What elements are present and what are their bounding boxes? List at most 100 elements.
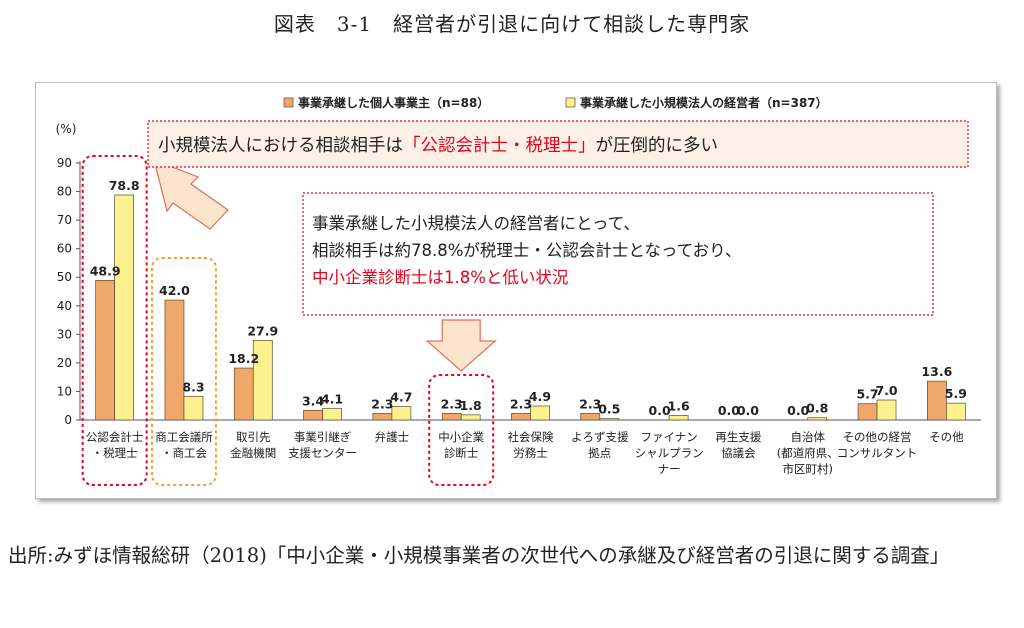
y-tick-label: 10 — [57, 384, 72, 398]
x-tick-label: 労務士 — [513, 446, 548, 460]
x-tick-label: ・商工会 — [161, 446, 207, 460]
data-label: 0.0 — [649, 403, 671, 418]
x-tick-label: 診断士 — [444, 446, 479, 460]
data-label: 4.9 — [529, 389, 551, 404]
data-label: 0.0 — [718, 403, 740, 418]
data-label: 0.8 — [806, 401, 828, 416]
callout-top-box — [147, 120, 969, 168]
legend-swatch-series1 — [283, 97, 294, 108]
bar — [530, 405, 550, 421]
y-tick-label: 30 — [57, 327, 72, 341]
bar — [807, 417, 828, 421]
data-labels: 48.978.842.08.318.227.93.44.1 2.34.7 2.31.… — [90, 178, 967, 418]
bar-chart: 0 10 20 30 40 50 60 70 80 90 (%) 48.9 78.8 42.0 8.3 18… — [56, 95, 981, 486]
bar — [511, 413, 531, 421]
highlight-boxes — [81, 155, 495, 486]
data-label: 1.8 — [460, 398, 482, 413]
data-label: 48.9 — [90, 263, 121, 278]
x-tick-label: 商工会議所 — [155, 430, 213, 444]
highlight-box-chamber — [150, 257, 217, 486]
callout-top-prefix: 小規模法人における相談相手は — [158, 136, 403, 156]
data-label: 7.0 — [875, 383, 897, 398]
y-tick-label: 0 — [64, 413, 72, 427]
bar — [95, 280, 116, 421]
bar — [114, 194, 135, 421]
x-tick-label: ナー — [658, 462, 681, 476]
x-tick-label: 支援センター — [288, 446, 357, 460]
data-label: 78.8 — [109, 178, 140, 193]
y-tick-label: 90 — [57, 156, 72, 170]
x-tick-label: 自治体 — [790, 430, 825, 444]
chart-frame: 0 10 20 30 40 50 60 70 80 90 (%) 48.9 78.8 42.0 8.3 18… — [35, 82, 997, 499]
x-tick-label: よろず支援 — [571, 430, 629, 444]
bar — [391, 406, 412, 421]
callout-mid-box — [302, 192, 934, 316]
figure-title: 図表 3-1 経営者が引退に向けて相談した専門家 — [273, 12, 751, 36]
callout-mid-line2: 相談相手は約78.8%が税理士・公認会計士となっており、 — [312, 241, 741, 260]
x-tick-label: (都道府県、 — [777, 446, 839, 460]
x-tick-label: 社会保険 — [508, 430, 554, 444]
data-label: 5.7 — [856, 387, 878, 402]
bar — [441, 413, 462, 421]
highlight-box-consultant — [428, 374, 495, 486]
x-tick-label: 市区町村) — [782, 462, 833, 476]
data-label: 2.3 — [441, 396, 463, 411]
callout-arrow-icon — [153, 159, 229, 230]
x-tick-label: 拠点 — [588, 446, 611, 460]
callout-top-text: 小規模法人における相談相手は「公認会計士・税理士」が圧倒的に多い — [158, 136, 718, 156]
bars — [95, 194, 966, 421]
bar — [233, 367, 254, 421]
data-label: 8.3 — [182, 379, 204, 394]
x-tick-label: 金融機関 — [230, 446, 276, 460]
data-label: 42.0 — [159, 283, 190, 298]
x-tick-label: 公認会計士 — [86, 430, 144, 444]
bar — [303, 409, 323, 421]
bar — [580, 413, 601, 421]
data-label: 1.6 — [668, 398, 690, 413]
legend-label-series2: 事業承継した小規模法人の経営者（n=387） — [580, 95, 828, 110]
x-tick-label: 協議会 — [721, 446, 756, 460]
data-label: 13.6 — [921, 364, 952, 379]
legend-label-series1: 事業承継した個人事業主（n=88） — [298, 95, 489, 110]
data-label: 0.0 — [737, 403, 759, 418]
y-tick-label: 70 — [57, 213, 72, 227]
bar — [372, 413, 393, 421]
data-label: 0.0 — [787, 403, 809, 418]
callout-mid-line1: 事業承継した小規模法人の経営者にとって、 — [312, 214, 640, 233]
data-label: 5.9 — [945, 386, 967, 401]
x-tick-label: 取引先 — [236, 430, 271, 444]
data-label: 4.7 — [390, 390, 412, 405]
bar — [945, 402, 966, 421]
data-label: 3.4 — [302, 393, 324, 408]
data-label: 4.1 — [321, 391, 343, 406]
data-label: 2.3 — [510, 396, 532, 411]
bar — [876, 399, 897, 421]
bar — [599, 418, 620, 421]
data-label: 2.3 — [371, 396, 393, 411]
callout-down-arrow-icon — [425, 319, 497, 372]
callouts: 小規模法人における相談相手は「公認会計士・税理士」が圧倒的に多い事業承継した小規… — [147, 120, 969, 372]
data-label: 2.3 — [579, 396, 601, 411]
callout-top-suffix: が圧倒的に多い — [596, 136, 719, 156]
x-tick-label: コンサルタント — [837, 446, 918, 460]
callout-top-highlight: 「公認会計士・税理士」 — [403, 136, 596, 156]
bar — [322, 407, 342, 421]
bar — [252, 339, 273, 421]
data-label: 0.5 — [598, 402, 620, 417]
source-note: 出所:みずほ情報総研（2018)「中小企業・小規模事業者の次世代への承継及び経営… — [8, 544, 950, 567]
y-axis-unit: (%) — [56, 122, 77, 136]
y-tick-label: 50 — [57, 270, 72, 284]
x-tick-label: その他の経営 — [843, 430, 912, 444]
legend: 事業承継した個人事業主（n=88） 事業承継した小規模法人の経営者（n=387） — [283, 95, 828, 110]
x-tick-label: ファイナン — [640, 430, 697, 444]
data-label: 27.9 — [247, 323, 278, 338]
bar — [668, 415, 689, 421]
x-tick-label: 中小企業 — [438, 430, 484, 444]
x-tick-label: シャルプラン — [635, 446, 704, 460]
bar — [926, 380, 947, 421]
bar — [857, 403, 878, 421]
bar — [183, 395, 204, 421]
x-tick-label: 事業引継ぎ — [294, 430, 352, 444]
y-tick-label: 40 — [57, 299, 72, 313]
x-tick-label: ・税理士 — [92, 446, 138, 460]
